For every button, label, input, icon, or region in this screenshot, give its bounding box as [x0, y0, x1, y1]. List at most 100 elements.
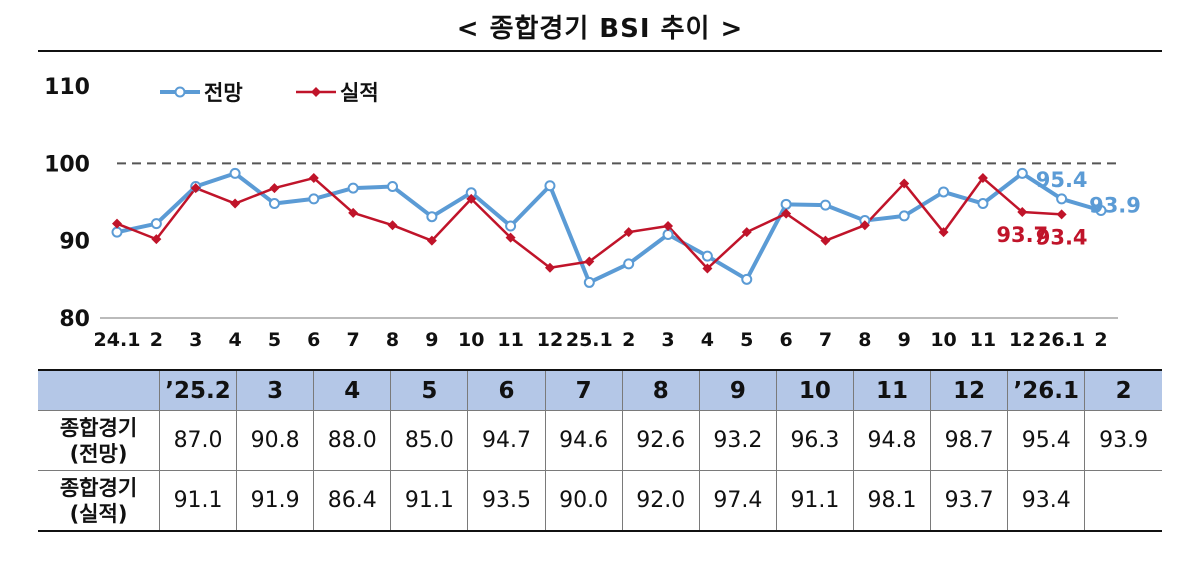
y-tick-label: 110 — [44, 75, 90, 100]
table-cell: 92.6 — [621, 410, 700, 471]
data-point-forecast — [780, 198, 792, 210]
table-cell: 94.7 — [467, 410, 546, 471]
data-point-forecast — [898, 210, 910, 222]
data-point-forecast — [701, 250, 713, 262]
table-header-cell — [38, 369, 160, 411]
table-cell: 93.2 — [698, 410, 777, 471]
legend-label: 전망 — [204, 81, 243, 105]
table-cell: 91.1 — [158, 470, 238, 532]
table-cell: 93.7 — [930, 470, 1009, 532]
table-header-cell: 9 — [698, 369, 777, 411]
x-tick-label: 5 — [740, 329, 753, 351]
data-point-actual — [741, 227, 752, 238]
title-rule — [38, 50, 1162, 52]
data-point-forecast — [938, 186, 950, 198]
table-cell: 90.0 — [544, 470, 623, 532]
x-tick-label: 7 — [347, 329, 360, 351]
data-point-actual — [663, 220, 674, 231]
x-tick-label: 4 — [701, 329, 714, 351]
data-label: 95.4 — [1036, 168, 1088, 192]
table-header-row: ’25.2 3 4 5 6 7 8 9 10 11 12 ’26.1 2 — [38, 369, 1162, 411]
legend-label: 실적 — [340, 81, 379, 105]
x-tick-label: 26.1 — [1038, 329, 1085, 351]
x-tick-label: 7 — [819, 329, 832, 351]
data-point-forecast — [741, 273, 753, 285]
data-point-actual — [1056, 209, 1067, 220]
data-point-actual — [308, 173, 319, 184]
data-point-actual — [230, 198, 241, 209]
data-point-actual — [151, 234, 162, 245]
data-point-forecast — [662, 228, 674, 240]
data-point-actual — [269, 183, 280, 194]
data-point-forecast — [426, 211, 438, 223]
row-label-line: (실적) — [69, 501, 128, 526]
x-tick-label: 4 — [228, 329, 241, 351]
x-tick-label: 6 — [307, 329, 320, 351]
table-cell: 86.4 — [313, 470, 392, 532]
data-point-actual — [544, 262, 555, 273]
legend-marker-actual — [311, 87, 321, 97]
table-cell: 85.0 — [390, 410, 469, 471]
data-point-forecast — [308, 193, 320, 205]
table-cell: 90.8 — [236, 410, 315, 471]
table-header-cell: 8 — [621, 369, 700, 411]
x-tick-label: 2 — [1094, 329, 1107, 351]
data-point-forecast — [977, 198, 989, 210]
data-point-forecast — [387, 181, 399, 193]
row-label-forecast: 종합경기 (전망) — [38, 410, 160, 471]
x-tick-label: 11 — [970, 329, 996, 351]
table-row-forecast: 종합경기 (전망) 87.0 90.8 88.0 85.0 94.7 94.6 … — [38, 410, 1162, 471]
y-tick-label: 90 — [59, 230, 90, 255]
table-cell: 98.7 — [930, 410, 1009, 471]
data-point-forecast — [229, 167, 241, 179]
data-point-actual — [859, 220, 870, 231]
data-label: 93.7 — [996, 223, 1048, 247]
x-tick-label: 25.1 — [566, 329, 613, 351]
data-point-forecast — [111, 226, 123, 238]
data-point-actual — [348, 207, 359, 218]
table-header-cell: ’25.2 — [158, 369, 238, 411]
row-label-line: 종합경기 — [59, 415, 138, 440]
data-point-actual — [426, 235, 437, 246]
y-tick-label: 80 — [59, 307, 90, 332]
table-header-cell: 11 — [852, 369, 932, 411]
data-point-actual — [112, 218, 122, 229]
table-cell: 98.1 — [852, 470, 932, 532]
data-point-actual — [781, 208, 792, 219]
data-point-actual — [820, 235, 831, 246]
table-cell: 87.0 — [158, 410, 238, 471]
table-cell: 95.4 — [1007, 410, 1086, 471]
table-cell: 93.4 — [1007, 470, 1086, 532]
row-label-line: (전망) — [69, 441, 128, 466]
data-point-actual — [977, 173, 988, 184]
data-point-forecast — [819, 199, 831, 211]
data-point-actual — [466, 193, 477, 204]
x-tick-label: 2 — [150, 329, 163, 351]
x-tick-label: 9 — [898, 329, 911, 351]
y-tick-label: 100 — [44, 152, 90, 177]
data-point-actual — [1017, 207, 1028, 218]
table-header-cell: 5 — [390, 369, 469, 411]
table-row-actual: 종합경기 (실적) 91.1 91.9 86.4 91.1 93.5 90.0 … — [38, 470, 1162, 532]
table-header-cell: 12 — [930, 369, 1009, 411]
table-header-cell: 4 — [313, 369, 392, 411]
data-point-actual — [387, 220, 398, 231]
row-label-line: 종합경기 — [59, 475, 138, 500]
data-point-forecast — [150, 218, 162, 230]
data-point-actual — [702, 263, 713, 274]
data-point-actual — [190, 183, 201, 194]
table-header-cell: 6 — [467, 369, 546, 411]
x-tick-label: 24.1 — [94, 329, 141, 351]
bsi-data-table: ’25.2 3 4 5 6 7 8 9 10 11 12 ’26.1 2 종합경… — [38, 369, 1162, 532]
table-cell: 91.1 — [775, 470, 854, 532]
table-cell — [1084, 470, 1162, 532]
data-point-forecast — [1016, 167, 1028, 179]
row-label-actual: 종합경기 (실적) — [38, 470, 160, 532]
table-cell: 94.6 — [544, 410, 623, 471]
table-cell: 96.3 — [775, 410, 854, 471]
x-tick-label: 8 — [858, 329, 871, 351]
legend-marker-forecast — [174, 86, 186, 98]
data-point-forecast — [1056, 193, 1068, 205]
data-point-actual — [584, 256, 595, 267]
